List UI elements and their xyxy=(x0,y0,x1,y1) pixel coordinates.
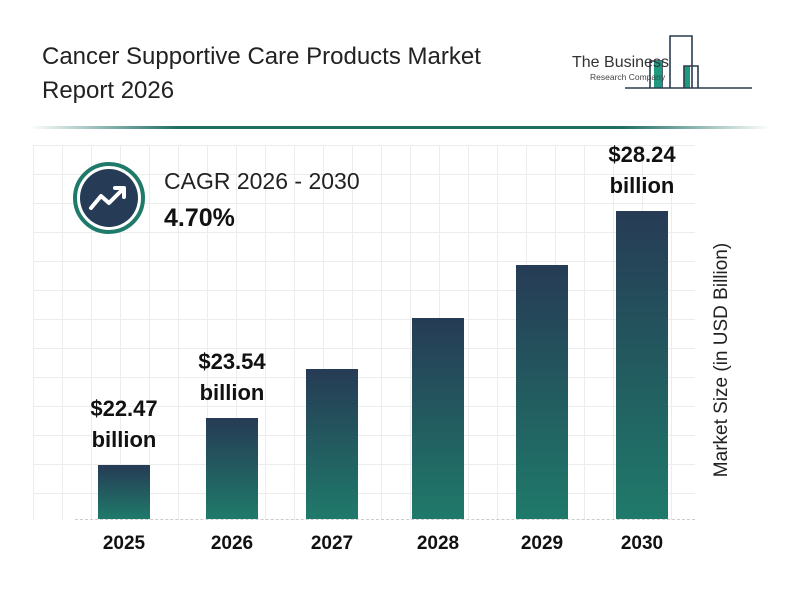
logo-text-line1: The Business xyxy=(572,54,669,71)
bar-2026 xyxy=(206,417,258,519)
data-label-value: $23.54 xyxy=(198,348,266,374)
bar-2027 xyxy=(306,368,358,519)
logo-buildings-icon xyxy=(625,35,752,89)
data-label: $28.24 billion xyxy=(582,139,702,201)
header-divider xyxy=(30,126,770,129)
chart-baseline xyxy=(75,519,695,520)
bar-2028 xyxy=(412,317,464,519)
logo-text-line2: Research Company xyxy=(590,72,666,82)
x-tick-label: 2025 xyxy=(102,533,146,554)
data-label: $23.54 billion xyxy=(172,346,292,408)
cagr-label: CAGR 2026 - 2030 xyxy=(164,168,360,194)
data-label-unit: billion xyxy=(609,173,675,198)
page-title: Cancer Supportive Care Products Market R… xyxy=(42,43,481,104)
bar-2025 xyxy=(98,464,150,519)
x-tick-label: 2029 xyxy=(520,533,564,554)
data-label-unit: billion xyxy=(91,426,157,452)
data-label: $22.47 billion xyxy=(64,393,184,455)
bar-2029 xyxy=(516,264,568,519)
x-tick-label: 2026 xyxy=(210,533,254,554)
data-label-unit: billion xyxy=(199,379,265,405)
x-tick-label: 2030 xyxy=(620,533,664,554)
data-label-value: $28.24 xyxy=(608,142,676,167)
company-logo: The Business Research Company xyxy=(570,34,755,94)
x-tick-label: 2028 xyxy=(416,533,460,554)
data-label-value: $22.47 xyxy=(90,395,158,421)
x-tick-label: 2027 xyxy=(310,533,354,554)
trending-up-icon xyxy=(73,162,145,234)
cagr-value: 4.70% xyxy=(164,204,235,232)
bar-2030 xyxy=(616,211,668,519)
y-axis-label: Market Size (in USD Billion) xyxy=(711,242,732,478)
